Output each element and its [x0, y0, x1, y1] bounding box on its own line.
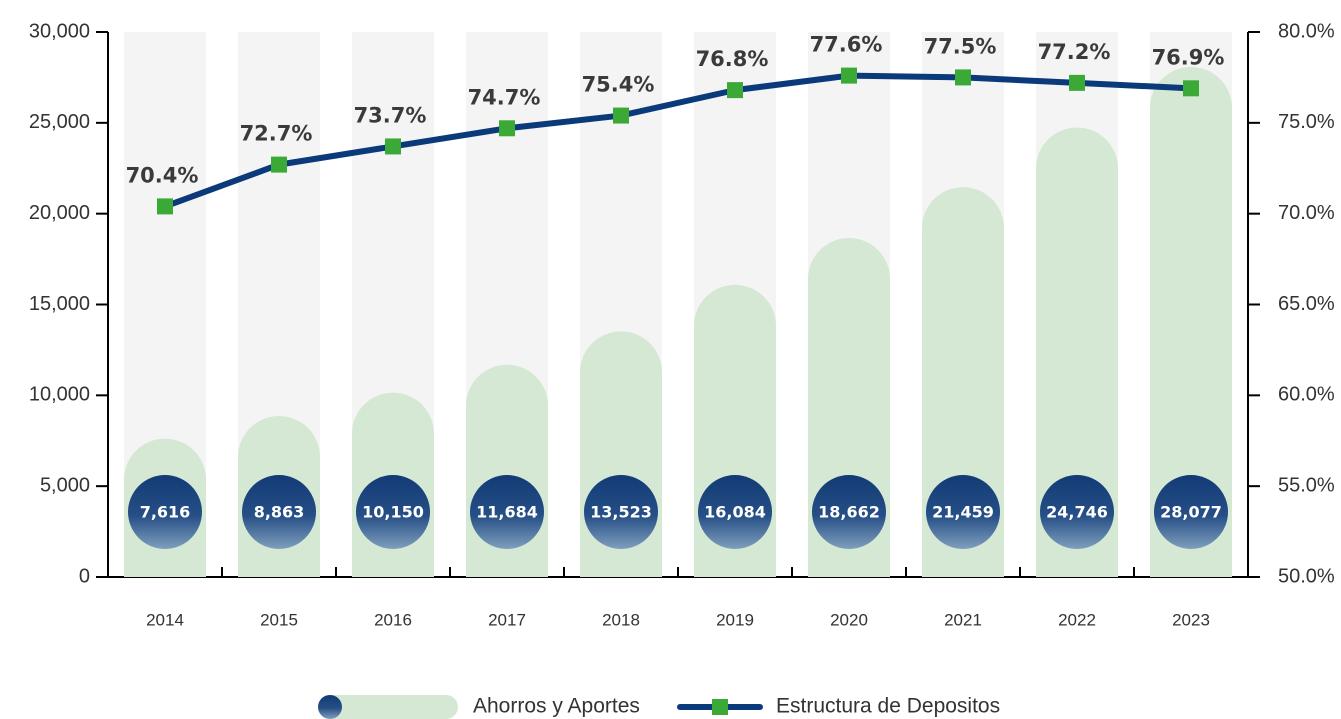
x-tick-label: 2019: [716, 610, 754, 629]
x-tick-label: 2016: [374, 610, 412, 629]
bar-badge: [926, 475, 1000, 549]
line-marker: [157, 198, 173, 215]
bar-value-label: 18,662: [818, 503, 880, 522]
legend-swatch-marker: [712, 699, 728, 715]
bar-badge: [698, 475, 772, 549]
x-tick-label: 2014: [146, 610, 184, 629]
line-value-label: 77.5%: [924, 34, 997, 58]
line-marker: [841, 67, 857, 84]
bar-value-label: 10,150: [362, 503, 424, 522]
line: [163, 72, 1192, 210]
x-tick-label: 2021: [944, 610, 982, 629]
line-marker: [613, 107, 629, 124]
bar: [1150, 66, 1232, 577]
y-tick-label: 30,000: [29, 20, 90, 42]
bar-value-label: 28,077: [1160, 503, 1222, 522]
line-value-label: 76.9%: [1152, 45, 1225, 69]
y2-tick-label: 55.0%: [1278, 474, 1335, 496]
line-marker: [271, 156, 287, 173]
line-marker: [727, 82, 743, 99]
y2-tick-label: 80.0%: [1278, 20, 1335, 42]
line-value-label: 73.7%: [354, 103, 427, 127]
line-value-label: 74.7%: [468, 85, 541, 109]
y2-tick-label: 70.0%: [1278, 202, 1335, 224]
bar-badge: [1040, 475, 1114, 549]
line-value-label: 77.2%: [1038, 40, 1111, 64]
line-value-label: 72.7%: [240, 122, 313, 146]
plot: 0 5,000 10,000 15,000 20,000 25,000 30,000 50.0…: [29, 20, 1335, 719]
bar-value-label: 16,084: [704, 503, 766, 522]
line-marker: [955, 69, 971, 86]
line-value-label: 75.4%: [582, 73, 655, 97]
x-tick-label: 2023: [1172, 610, 1210, 629]
line-marker: [385, 138, 401, 155]
bar: [1036, 127, 1118, 577]
y-tick-label: 15,000: [29, 293, 90, 315]
y-tick-label: 25,000: [29, 111, 90, 133]
x-tick-label: 2018: [602, 610, 640, 629]
y-tick-label: 20,000: [29, 202, 90, 224]
line-value-label: 76.8%: [696, 47, 769, 71]
legend-swatch-badge: [318, 695, 342, 719]
legend-label: Ahorros y Aportes: [473, 695, 640, 718]
y-tick-label: 0: [79, 565, 90, 587]
legend-swatch: [318, 695, 458, 719]
line-value-label: 77.6%: [810, 33, 883, 57]
bar-badge: [242, 475, 316, 549]
bar-badge: [356, 475, 430, 549]
bar-badge: [812, 475, 886, 549]
x-tick-label: 2017: [488, 610, 526, 629]
bar: [922, 187, 1004, 577]
bar-badge: [1154, 475, 1228, 549]
bar-badge: [470, 475, 544, 549]
y2-tick-label: 50.0%: [1278, 565, 1335, 587]
x-tick-label: 2020: [830, 610, 868, 629]
bar-value-label: 24,746: [1046, 503, 1108, 522]
bar-value-label: 8,863: [254, 503, 305, 522]
legend-label: Estructura de Depositos: [776, 695, 1000, 718]
x-tick-label: 2022: [1058, 610, 1096, 629]
line-marker: [1069, 74, 1085, 91]
y2-tick-label: 65.0%: [1278, 293, 1335, 315]
line-marker: [499, 120, 515, 137]
x-tick-label: 2015: [260, 610, 298, 629]
y2-tick-label: 60.0%: [1278, 384, 1335, 406]
bar-value-label: 21,459: [932, 503, 994, 522]
line-value-label: 70.4%: [126, 163, 199, 187]
y-tick-label: 10,000: [29, 384, 90, 406]
y2-tick-label: 75.0%: [1278, 111, 1335, 133]
line-marker: [1183, 80, 1199, 97]
bar-value-label: 11,684: [476, 503, 538, 522]
bar-badge: [128, 475, 202, 549]
bar-value-label: 7,616: [140, 503, 191, 522]
bar-value-label: 13,523: [590, 503, 652, 522]
bar-badge: [584, 475, 658, 549]
y-tick-label: 5,000: [40, 474, 90, 496]
